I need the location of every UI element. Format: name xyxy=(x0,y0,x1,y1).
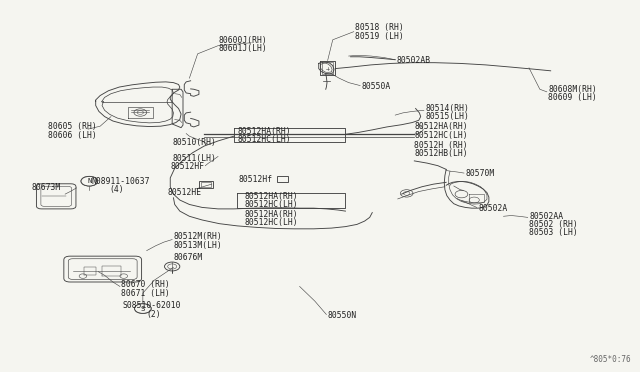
Text: 80570M: 80570M xyxy=(465,169,495,177)
Text: 80512HF: 80512HF xyxy=(170,162,204,171)
Text: 80609 (LH): 80609 (LH) xyxy=(548,93,597,102)
Bar xyxy=(276,176,288,182)
Text: 80673M: 80673M xyxy=(32,183,61,192)
Text: 80550A: 80550A xyxy=(362,82,390,91)
Bar xyxy=(199,181,213,188)
Text: 80512HA(RH): 80512HA(RH) xyxy=(245,210,298,219)
Text: (2): (2) xyxy=(147,310,161,319)
Text: 80512HE: 80512HE xyxy=(167,188,201,197)
Text: 80503 (LH): 80503 (LH) xyxy=(529,228,578,237)
Text: 80512HA(RH): 80512HA(RH) xyxy=(245,192,298,201)
Text: 80502 (RH): 80502 (RH) xyxy=(529,220,578,229)
Text: 80512HC(LH): 80512HC(LH) xyxy=(237,135,291,144)
Text: 80512HB(LH): 80512HB(LH) xyxy=(414,149,468,158)
Text: 80600J(RH): 80600J(RH) xyxy=(218,36,267,45)
Text: 80512M(RH): 80512M(RH) xyxy=(173,232,222,241)
Text: 80605 (RH): 80605 (RH) xyxy=(48,122,97,131)
Text: 80502AB: 80502AB xyxy=(396,56,431,65)
Text: 80512HA(RH): 80512HA(RH) xyxy=(414,122,468,131)
Text: 80513M(LH): 80513M(LH) xyxy=(173,241,222,250)
Text: 80515(LH): 80515(LH) xyxy=(425,112,469,121)
Text: 80670 (RH): 80670 (RH) xyxy=(121,280,170,289)
Text: 80512Hf: 80512Hf xyxy=(239,175,273,184)
Circle shape xyxy=(81,176,98,186)
Text: N: N xyxy=(87,178,92,184)
Text: 80514(RH): 80514(RH) xyxy=(425,104,469,113)
Text: 80502A: 80502A xyxy=(478,203,508,213)
Text: 80608M(RH): 80608M(RH) xyxy=(548,85,597,94)
Text: 80510(RH): 80510(RH) xyxy=(172,138,216,147)
Text: (4): (4) xyxy=(109,185,124,194)
Text: 80512HC(LH): 80512HC(LH) xyxy=(414,131,468,140)
Text: N08911-10637: N08911-10637 xyxy=(92,177,150,186)
Text: ^805*0:76: ^805*0:76 xyxy=(589,355,631,364)
Text: 80550N: 80550N xyxy=(328,311,357,320)
Text: 80676M: 80676M xyxy=(173,253,203,263)
Text: 80518 (RH): 80518 (RH) xyxy=(355,23,404,32)
Text: 80606 (LH): 80606 (LH) xyxy=(48,131,97,140)
Text: 80512HC(LH): 80512HC(LH) xyxy=(245,218,298,227)
Text: S: S xyxy=(141,305,145,312)
Text: 80512HA(RH): 80512HA(RH) xyxy=(237,127,291,136)
Circle shape xyxy=(134,304,151,313)
Text: 80519 (LH): 80519 (LH) xyxy=(355,32,404,41)
Text: S08510-62010: S08510-62010 xyxy=(122,301,181,311)
Bar xyxy=(201,182,211,187)
Text: 80502AA: 80502AA xyxy=(529,212,563,221)
Text: 80512H (RH): 80512H (RH) xyxy=(414,141,468,150)
Text: 80512HC(LH): 80512HC(LH) xyxy=(245,200,298,209)
Text: 80671 (LH): 80671 (LH) xyxy=(121,289,170,298)
Text: 80511(LH): 80511(LH) xyxy=(172,154,216,163)
Text: 80601J(LH): 80601J(LH) xyxy=(218,44,267,53)
